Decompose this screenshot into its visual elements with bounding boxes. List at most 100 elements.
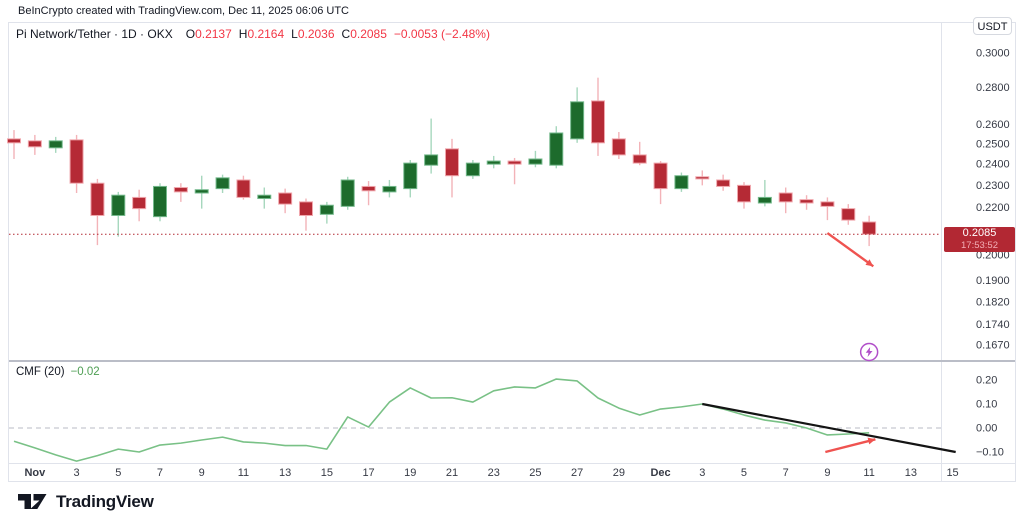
candle-dec-2[interactable] xyxy=(674,172,689,192)
candle-nov-28[interactable] xyxy=(590,77,605,156)
candle-dec-7[interactable] xyxy=(778,187,793,214)
price-tick-label: 0.1820 xyxy=(976,296,1010,308)
candle-nov-6[interactable] xyxy=(132,189,147,222)
time-tick-label: 3 xyxy=(74,467,80,479)
candle-nov-15[interactable] xyxy=(319,201,334,224)
price-tick-label: 0.1900 xyxy=(976,275,1010,287)
candle-dec-1[interactable] xyxy=(653,161,668,205)
candle-body xyxy=(799,199,814,204)
candle-dec-10[interactable] xyxy=(841,204,856,225)
candle-nov-23[interactable] xyxy=(486,155,501,169)
candle-nov-29[interactable] xyxy=(611,132,626,159)
candle-body xyxy=(486,160,501,165)
candle-series xyxy=(7,77,877,247)
candle-body xyxy=(757,196,772,204)
time-axis-scale[interactable] xyxy=(8,464,1016,482)
symbol-legend: Pi Network/Tether · 1D · OKX O0.2137 H0.21… xyxy=(16,27,490,41)
candle-body xyxy=(48,140,63,149)
symbol-title: Pi Network/Tether · 1D · OKX xyxy=(16,27,173,41)
candle-nov-7[interactable] xyxy=(152,183,167,222)
candle-nov-12[interactable] xyxy=(257,187,272,209)
last-price-value: 0.2085 xyxy=(962,227,997,239)
candle-nov-26[interactable] xyxy=(549,126,564,169)
tradingview-logo-link[interactable]: TradingView xyxy=(18,492,154,512)
candle-nov-13[interactable] xyxy=(278,188,293,214)
candle-oct-31[interactable] xyxy=(7,130,21,159)
flash-icon[interactable] xyxy=(859,342,879,362)
candle-nov-5[interactable] xyxy=(111,191,126,237)
candle-body xyxy=(424,154,439,166)
candle-body xyxy=(465,162,480,177)
time-tick-label: 21 xyxy=(446,467,458,479)
price-tick-label: 0.1740 xyxy=(976,319,1010,331)
time-tick-label: 9 xyxy=(824,467,830,479)
candle-nov-25[interactable] xyxy=(528,150,543,168)
candle-nov-8[interactable] xyxy=(173,183,188,202)
candle-nov-21[interactable] xyxy=(444,138,459,198)
candle-nov-2[interactable] xyxy=(48,136,63,153)
candle-nov-30[interactable] xyxy=(632,141,647,166)
candle-body xyxy=(611,138,626,156)
candle-dec-11[interactable] xyxy=(862,215,877,247)
candle-nov-1[interactable] xyxy=(27,134,42,155)
candle-dec-4[interactable] xyxy=(716,174,731,191)
candle-body xyxy=(736,184,751,203)
candle-nov-4[interactable] xyxy=(90,178,105,246)
candle-nov-20[interactable] xyxy=(424,118,439,174)
candle-body xyxy=(695,176,710,180)
cmf-tick-label: 0.20 xyxy=(976,375,997,387)
candle-body xyxy=(841,208,856,221)
candle-dec-9[interactable] xyxy=(820,197,835,221)
price-axis-labels: 0.3000 0.2800 0.2600 0.2500 0.2400 0.2300 0.22… xyxy=(976,48,1010,352)
candle-nov-17[interactable] xyxy=(361,181,376,206)
cmf-up-arrow xyxy=(825,437,876,454)
time-tick-label: 13 xyxy=(905,467,917,479)
time-tick-label: 9 xyxy=(199,467,205,479)
candle-dec-8[interactable] xyxy=(799,195,814,210)
candle-nov-18[interactable] xyxy=(382,179,397,198)
cmf-tick-label: −0.10 xyxy=(976,447,1004,459)
candle-body xyxy=(194,189,209,194)
candle-body xyxy=(319,204,334,215)
candle-nov-3[interactable] xyxy=(69,134,84,193)
time-tick-label: 7 xyxy=(157,467,163,479)
cmf-label: CMF (20) xyxy=(16,366,65,378)
candle-nov-19[interactable] xyxy=(403,160,418,198)
cmf-legend: CMF (20) −0.02 xyxy=(16,366,100,378)
candle-nov-10[interactable] xyxy=(215,174,230,193)
candle-body xyxy=(674,175,689,190)
candle-nov-22[interactable] xyxy=(465,160,480,179)
price-tick-label: 0.2000 xyxy=(976,249,1010,261)
candle-nov-14[interactable] xyxy=(298,198,313,231)
candle-nov-27[interactable] xyxy=(570,87,585,143)
change-value: −0.0053 (−2.48%) xyxy=(393,27,490,41)
price-tick-label: 0.2400 xyxy=(976,159,1010,171)
time-axis-labels: Nov 3 5 7 9 11 13 15 17 19 21 23 25 27 29 Dec 3 5 7 9 11 13 15 xyxy=(24,467,958,479)
candle-nov-9[interactable] xyxy=(194,175,209,209)
candle-body xyxy=(257,194,272,200)
tradingview-logo-icon xyxy=(18,494,47,509)
price-tick-label: 0.2300 xyxy=(976,180,1010,192)
cmf-trendline[interactable] xyxy=(702,402,956,454)
last-price-tag: 0.2085 17:53:52 xyxy=(944,227,1015,252)
time-tick-label: Dec xyxy=(650,467,670,479)
tradingview-logo-text: TradingView xyxy=(56,492,154,511)
ohlc-open: O0.2137 xyxy=(185,27,232,41)
candle-dec-5[interactable] xyxy=(736,182,751,209)
candle-body xyxy=(507,160,522,165)
currency-usdt-button[interactable]: USDT xyxy=(973,17,1012,35)
candle-nov-24[interactable] xyxy=(507,157,522,185)
candle-nov-11[interactable] xyxy=(236,175,251,200)
candle-body xyxy=(340,179,355,207)
candle-body xyxy=(7,138,21,144)
candle-nov-16[interactable] xyxy=(340,176,355,210)
candle-body xyxy=(90,182,105,216)
price-tick-label: 0.2500 xyxy=(976,138,1010,150)
time-tick-label: 11 xyxy=(238,467,249,479)
price-tick-label: 0.2600 xyxy=(976,119,1010,131)
candle-dec-3[interactable] xyxy=(695,170,710,186)
candle-dec-6[interactable] xyxy=(757,179,772,207)
time-tick-label: 17 xyxy=(362,467,374,479)
price-tick-label: 0.1670 xyxy=(976,339,1010,351)
